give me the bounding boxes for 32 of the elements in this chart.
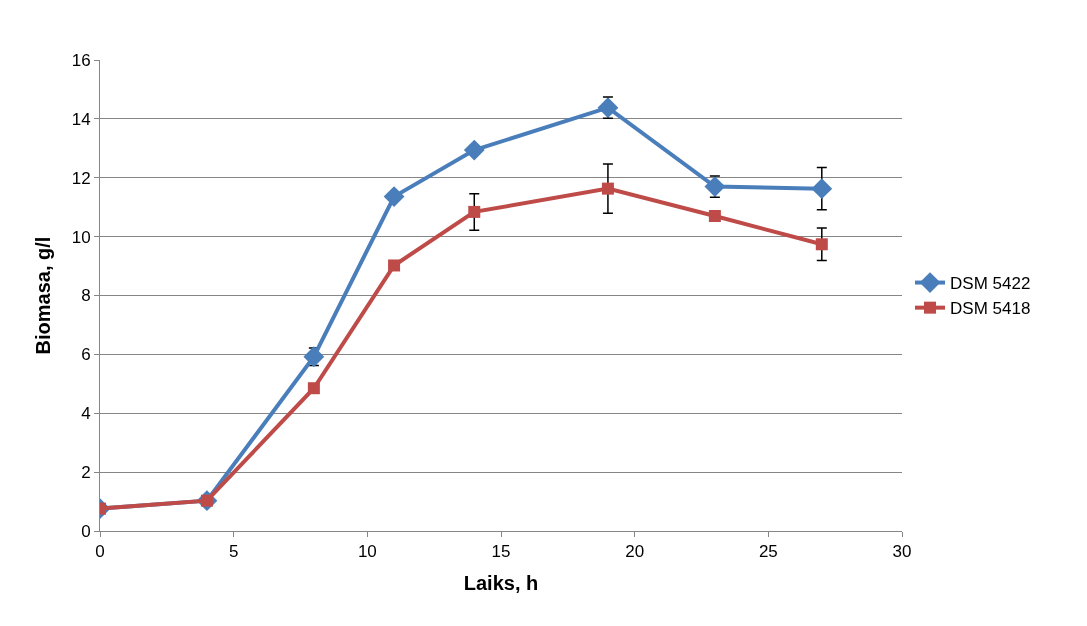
point <box>307 382 320 395</box>
point <box>708 210 721 223</box>
point <box>388 259 401 272</box>
x-axis-title: Laiks, h <box>463 571 539 594</box>
legend-label: DSM 5418 <box>950 299 1031 319</box>
point <box>704 176 726 197</box>
y-tick-label: 8 <box>81 286 91 306</box>
x-tick-label: 30 <box>892 542 912 562</box>
point <box>597 97 619 119</box>
y-tick-label: 12 <box>71 168 91 188</box>
point <box>463 139 485 161</box>
y-tick-label: 2 <box>81 463 91 483</box>
y-axis-title: Biomasa, g/l <box>32 236 55 355</box>
x-tick-label: 0 <box>95 542 105 562</box>
y-tick-label: 10 <box>71 227 91 247</box>
x-tick-label: 25 <box>758 542 778 562</box>
point <box>811 178 833 200</box>
y-tick-label: 0 <box>81 521 91 541</box>
point <box>601 182 614 195</box>
y-tick-label: 16 <box>71 50 91 70</box>
point <box>815 238 828 251</box>
y-tick-label: 6 <box>81 345 91 365</box>
x-tick-label: 15 <box>491 542 511 562</box>
legend-label: DSM 5422 <box>950 274 1031 294</box>
x-tick-label: 5 <box>228 542 239 562</box>
y-tick-label: 14 <box>71 109 91 129</box>
x-tick-label: 20 <box>625 542 645 562</box>
point <box>383 186 405 207</box>
point <box>468 205 481 218</box>
y-tick-label: 4 <box>81 404 91 424</box>
x-tick-label: 10 <box>357 542 377 562</box>
point <box>303 346 325 368</box>
